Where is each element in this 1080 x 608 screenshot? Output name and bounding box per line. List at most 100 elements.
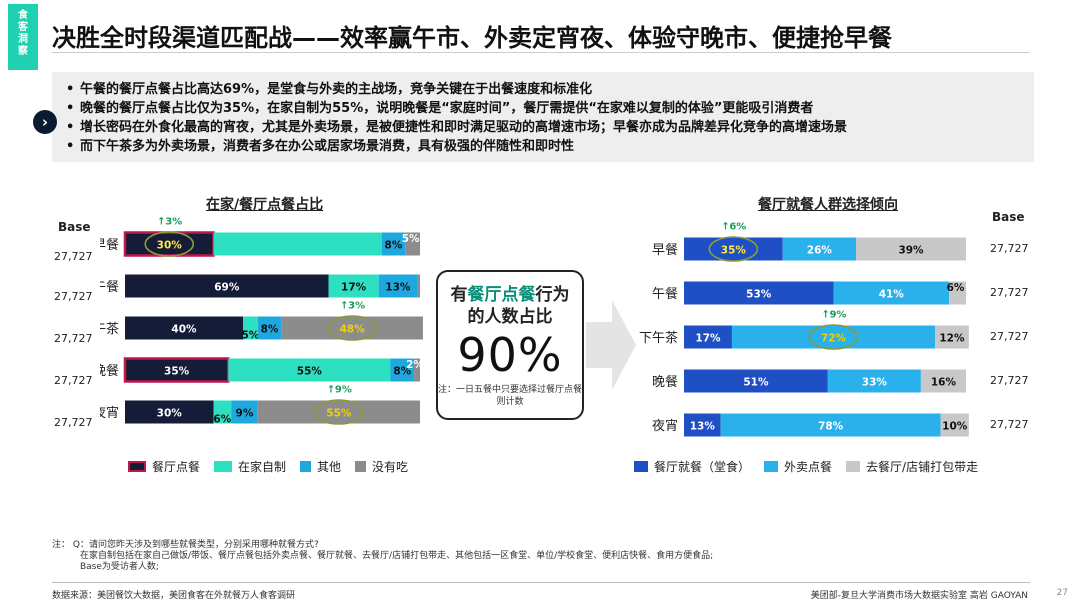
left-base-value: 27,727 <box>54 374 93 387</box>
bar-segment <box>213 400 232 424</box>
right-base-value: 27,727 <box>990 330 1029 343</box>
up-arrow-icon: ↑ <box>327 385 335 396</box>
data-label: 12% <box>939 333 965 345</box>
category-label: 下午茶 <box>639 330 678 346</box>
footer-divider <box>52 582 1030 583</box>
summary-item: 午餐的餐厅点餐占比高达69%，是堂食与外卖的主战场，竞争关键在于出餐速度和标准化 <box>66 80 1034 99</box>
bar-segment <box>684 325 732 349</box>
data-label: 69% <box>214 282 240 294</box>
bar-segment <box>920 369 966 393</box>
category-label: 晚餐 <box>652 374 678 390</box>
data-label: 72% <box>821 333 847 345</box>
annotation-label: 3% <box>165 217 182 228</box>
right-base-label: Base <box>992 210 1025 224</box>
data-label: 30% <box>157 240 183 252</box>
bar-segment <box>940 413 969 437</box>
category-label: 午餐 <box>652 286 678 302</box>
left-base-label: Base <box>58 220 91 234</box>
summary-item: 而下午茶多为外卖场景，消费者多在办公或居家场景消费，具有极强的伴随性和即时性 <box>66 137 1034 156</box>
callout-footnote: 注：一日五餐中只要选择过餐厅点餐则计数 <box>438 385 583 407</box>
section-tag-char: 洞 <box>18 34 28 45</box>
data-label: 6% <box>947 282 965 294</box>
chevron-right-icon[interactable]: › <box>33 110 57 134</box>
legend-item: 其他 <box>300 458 341 475</box>
data-label: 33% <box>862 377 888 389</box>
data-label: 55% <box>297 366 323 378</box>
bar-segment <box>125 316 243 340</box>
page-title: 决胜全时段渠道匹配战——效率赢午市、外卖定宵夜、体验守晚市、便捷抢早餐 <box>52 24 892 52</box>
bar-segment <box>684 237 783 261</box>
bar-segment <box>684 369 828 393</box>
legend-swatch-home <box>214 461 233 472</box>
bar-segment <box>213 232 382 256</box>
callout-suffix: 行为 <box>535 285 570 305</box>
bar-segment <box>417 274 420 298</box>
center-callout: 有餐厅点餐行为 的人数占比 90% 注：一日五餐中只要选择过餐厅点餐则计数 <box>436 270 584 420</box>
callout-value: 90% <box>457 328 563 382</box>
legend-label: 餐厅点餐 <box>152 460 201 474</box>
left-stacked-bar-chart: 早餐30%8%5%↑3%午餐69%17%13%下午茶40%5%8%48%↑3%晚… <box>100 217 424 426</box>
callout-accent: 餐厅点餐 <box>467 285 536 305</box>
bar-segment <box>720 413 941 437</box>
legend-item: 外卖点餐 <box>764 458 832 475</box>
right-base-value: 27,727 <box>990 286 1029 299</box>
data-label: 35% <box>164 366 190 378</box>
bar-segment <box>949 281 966 305</box>
legend-label: 外卖点餐 <box>784 460 833 474</box>
category-label: 早餐 <box>100 237 119 253</box>
right-base-value: 27,727 <box>990 418 1029 431</box>
legend-swatch-delivery <box>764 461 779 472</box>
legend-label: 没有吃 <box>372 460 409 474</box>
up-arrow-icon: ↑ <box>821 310 829 321</box>
category-label: 下午茶 <box>100 321 119 337</box>
callout-line2: 的人数占比 <box>467 307 553 327</box>
left-base-value: 27,727 <box>54 290 93 303</box>
flow-arrow-icon <box>586 300 636 390</box>
summary-item: 增长密码在外食化最高的宵夜，尤其是外卖场景，是被便捷性和即时满足驱动的高增速市场… <box>66 118 1034 137</box>
data-label: 35% <box>721 245 747 257</box>
right-stacked-bar-chart: 早餐 35% 26% 39%↑ 6%午餐 53% 41%6%下午茶 17% 72% 12%↑ 9%晚… <box>639 222 969 437</box>
data-label: 39% <box>898 245 924 257</box>
data-label: 78% <box>818 421 844 433</box>
left-base-value: 27,727 <box>54 416 93 429</box>
data-label: 16% <box>931 377 957 389</box>
bar-segment <box>328 274 379 298</box>
bar-segment <box>231 400 258 424</box>
left-base-value: 27,727 <box>54 250 93 263</box>
bar-segment <box>782 237 857 261</box>
data-label: 5% <box>241 330 259 342</box>
bar-segment <box>125 274 329 298</box>
legend-label: 餐厅就餐（堂食） <box>654 460 751 474</box>
summary-list: 午餐的餐厅点餐占比高达69%，是堂食与外卖的主战场，竞争关键在于出餐速度和标准化… <box>52 72 1034 156</box>
up-arrow-icon: ↑ <box>340 301 348 312</box>
section-tag: 食 客 洞 察 <box>8 4 38 70</box>
bar-segment <box>378 274 418 298</box>
data-label: 2% <box>406 359 424 371</box>
callout-prefix: 有 <box>450 285 468 305</box>
legend-label: 去餐厅/店铺打包带走 <box>866 460 979 474</box>
data-label: 48% <box>340 324 366 336</box>
legend-label: 其他 <box>317 460 342 474</box>
category-label: 夜宵 <box>652 418 678 434</box>
page-number: 27 <box>1056 588 1068 598</box>
annotation-label: 9% <box>829 310 846 321</box>
annotation-label: 9% <box>335 385 352 396</box>
bar-segment <box>405 232 420 256</box>
data-label: 53% <box>746 289 772 301</box>
category-label: 夜宵 <box>100 405 119 421</box>
legend-item: 餐厅点餐 <box>128 458 200 475</box>
data-label: 41% <box>879 289 905 301</box>
data-source: 数据来源：美团餐饮大数据，美团食客在外就餐万人食客调研 <box>52 591 296 601</box>
footnote-line: 注： Q：请问您昨天涉及到哪些就餐类型，分别采用哪种就餐方式? <box>52 540 319 550</box>
bar-segment <box>684 281 834 305</box>
data-label: 8% <box>261 324 279 336</box>
left-chart-title: 在家/餐厅点餐占比 <box>206 197 324 213</box>
bar-segment <box>257 400 420 424</box>
highlight-ring <box>144 231 195 257</box>
bar-segment <box>257 316 282 340</box>
footnotes: 注： Q：请问您昨天涉及到哪些就餐类型，分别采用哪种就餐方式? 在家自制包括在家… <box>52 540 713 573</box>
bar-segment <box>228 358 391 382</box>
category-label: 午餐 <box>100 279 119 295</box>
up-arrow-icon: ↑ <box>721 222 729 233</box>
bar-segment <box>281 316 423 340</box>
